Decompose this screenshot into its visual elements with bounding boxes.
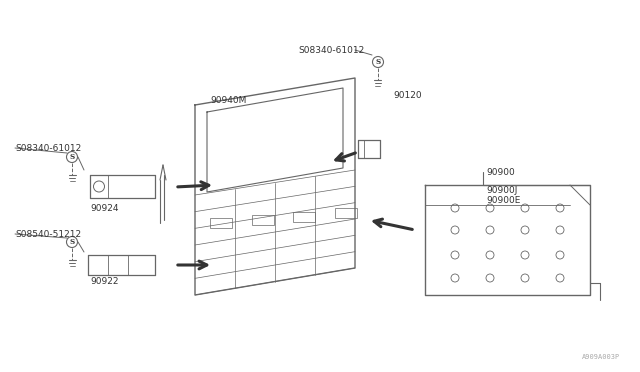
Text: 90120: 90120: [393, 90, 422, 99]
Text: S: S: [376, 58, 381, 66]
Text: 90900E: 90900E: [486, 196, 520, 205]
Text: 90924: 90924: [90, 203, 118, 212]
Text: 90940M: 90940M: [210, 96, 246, 105]
Text: S08340-61012: S08340-61012: [298, 45, 364, 55]
Text: 90900: 90900: [486, 167, 515, 176]
Bar: [210, 218, 232, 228]
Text: S08340-61012: S08340-61012: [15, 144, 81, 153]
Bar: [335, 208, 357, 218]
Text: 90922: 90922: [90, 278, 118, 286]
Text: S: S: [69, 238, 75, 246]
Text: S: S: [69, 153, 75, 161]
Text: S08540-51212: S08540-51212: [15, 230, 81, 238]
Text: A909A003P: A909A003P: [582, 354, 620, 360]
Text: 90900J: 90900J: [486, 186, 517, 195]
Bar: [252, 215, 274, 225]
Bar: [293, 212, 315, 222]
